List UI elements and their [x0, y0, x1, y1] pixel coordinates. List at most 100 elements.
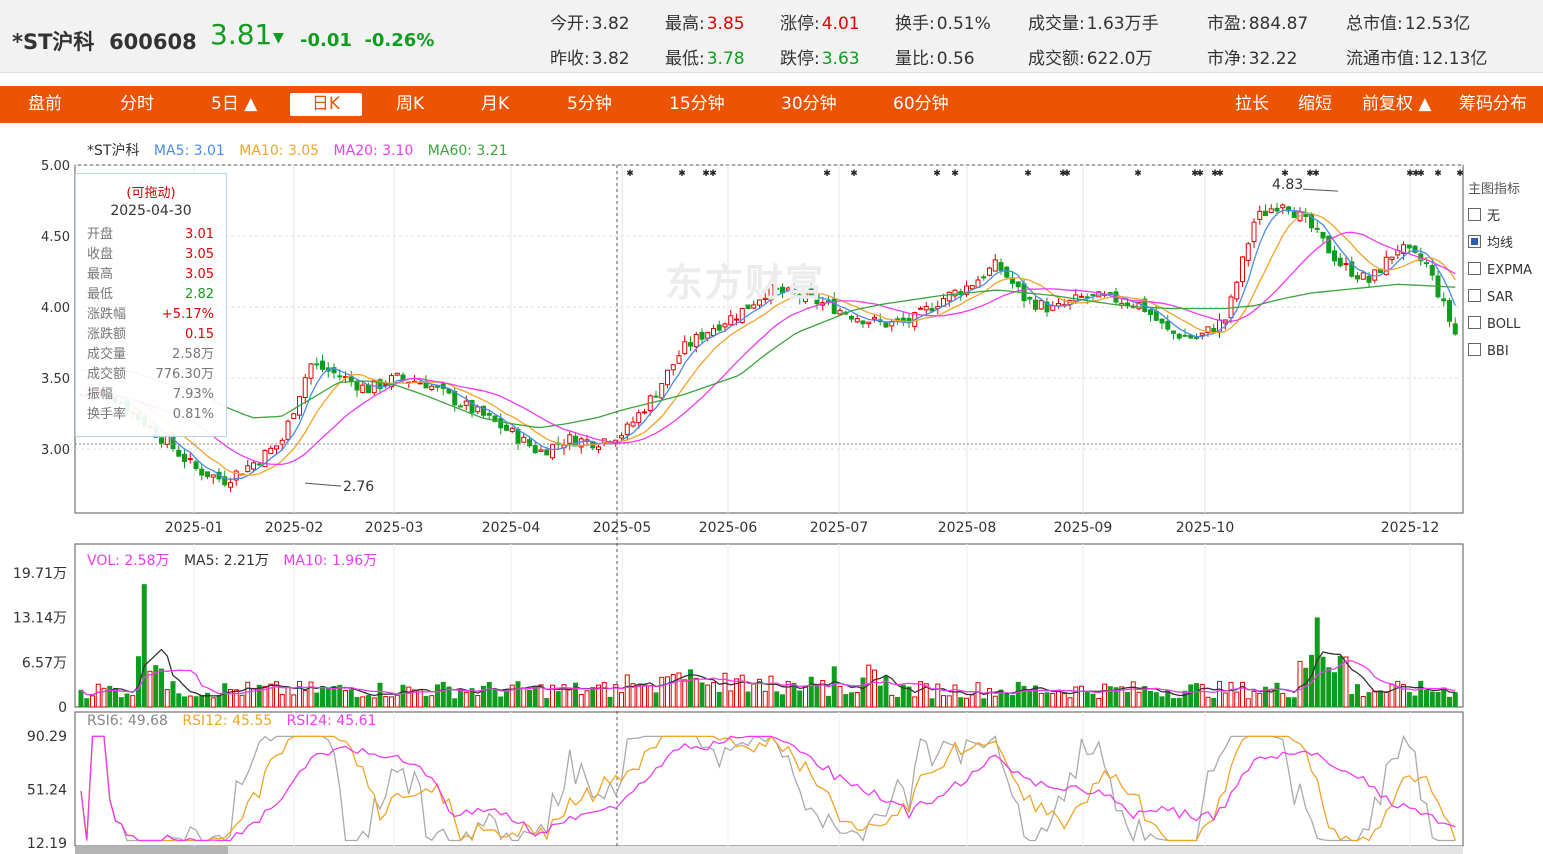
- tab-1[interactable]: 分时: [120, 94, 154, 114]
- tab-7[interactable]: 15分钟: [669, 94, 725, 114]
- volume-bar: [325, 688, 331, 708]
- tab-8[interactable]: 30分钟: [781, 94, 837, 114]
- date-tick-label: 2025-07: [810, 520, 869, 536]
- volume-tick-label: 0: [58, 700, 67, 716]
- volume-bar: [964, 697, 969, 708]
- tool-button-1[interactable]: 缩短: [1298, 94, 1332, 114]
- volume-bar: [124, 693, 130, 708]
- candle-body: [1090, 293, 1096, 296]
- quote-item: 市净: 32.22: [1207, 44, 1297, 69]
- volume-bar: [1389, 683, 1395, 708]
- indicator-option[interactable]: 无: [1468, 207, 1532, 234]
- volume-bar: [808, 676, 814, 708]
- tab-0[interactable]: 盘前: [28, 94, 62, 114]
- candle-body: [693, 334, 699, 348]
- volume-bar: [688, 669, 693, 708]
- volume-bar: [803, 685, 808, 708]
- candle-body: [705, 332, 711, 339]
- candle-body: [1424, 262, 1429, 265]
- annotation-label: 2.76: [343, 479, 374, 495]
- tab-9[interactable]: 60分钟: [893, 94, 949, 114]
- candle-body: [394, 372, 400, 376]
- checkbox-icon[interactable]: [1468, 289, 1481, 302]
- candle-body: [716, 324, 722, 331]
- volume-bar: [780, 694, 785, 708]
- tab-3[interactable]: 日K: [290, 93, 362, 116]
- quote-label: 涨停:: [780, 14, 820, 34]
- volume-bar: [1383, 691, 1389, 708]
- checkbox-icon[interactable]: [1468, 343, 1481, 356]
- volume-bar: [297, 680, 302, 708]
- candle-body: [1176, 333, 1182, 339]
- volume-bar: [400, 684, 406, 708]
- date-tick-label: 2025-05: [593, 520, 652, 536]
- indicator-option[interactable]: 均线: [1468, 234, 1532, 261]
- tool-button-3[interactable]: 筹码分布: [1459, 94, 1527, 114]
- tool-button-0[interactable]: 拉长: [1235, 94, 1269, 114]
- volume-bar: [291, 694, 297, 708]
- tooltip-value: 0.15: [185, 327, 214, 342]
- volume-bar: [113, 687, 118, 708]
- candle-tooltip[interactable]: (可拖动) 2025-04-30 开盘 3.01 收盘 3.05 最高 3.05 最低 2.8…: [75, 173, 227, 437]
- volume-bar: [699, 682, 705, 708]
- volume-bar: [193, 696, 199, 708]
- volume-bar: [1205, 696, 1211, 708]
- tab-2[interactable]: 5日 ▲: [211, 94, 258, 114]
- candle-body: [291, 413, 297, 420]
- volume-bar: [1228, 681, 1234, 708]
- legend-stock-name: *ST沪科: [87, 143, 140, 159]
- quote-item: 最高: 3.85: [665, 9, 745, 34]
- price-tick-label: 5.00: [41, 159, 70, 174]
- volume-bar: [998, 689, 1004, 708]
- price-tick-label: 4.50: [41, 230, 70, 245]
- volume-bar: [1251, 690, 1257, 708]
- checkbox-icon[interactable]: [1468, 208, 1481, 221]
- tooltip-row: 成交额 776.30万: [76, 365, 226, 385]
- quote-label: 量比:: [895, 49, 935, 69]
- candle-body: [302, 377, 308, 399]
- indicator-option[interactable]: BOLL: [1468, 315, 1532, 342]
- indicator-option[interactable]: EXPMA: [1468, 261, 1532, 288]
- volume-tick-label: 6.57万: [22, 655, 67, 671]
- volume-bar: [187, 695, 193, 708]
- quote-value: 0.51%: [936, 14, 991, 34]
- indicator-option[interactable]: SAR: [1468, 288, 1532, 315]
- checkbox-icon[interactable]: [1468, 235, 1481, 248]
- candle-body: [417, 382, 423, 385]
- tool-button-2[interactable]: 前复权 ▲: [1362, 94, 1432, 114]
- indicator-option[interactable]: BBI: [1468, 342, 1532, 369]
- rsi24-line: [80, 735, 1456, 842]
- volume-bar: [1452, 692, 1458, 708]
- tooltip-row: 涨跌幅 +5.17%: [76, 305, 226, 325]
- volume-bar: [820, 680, 826, 708]
- stock-chart[interactable]: 5.00 4.50 4.00 3.50 3.00 2025-01 2025-02 2025-0…: [0, 123, 1543, 854]
- quote-item: 流通市值: 12.13亿: [1346, 44, 1487, 69]
- tab-4[interactable]: 周K: [396, 94, 425, 114]
- event-marker-icon: ✱: [626, 169, 634, 179]
- scrollbar-thumb[interactable]: [75, 846, 228, 854]
- tab-6[interactable]: 5分钟: [567, 94, 612, 114]
- timeline-scrollbar[interactable]: [75, 846, 1463, 854]
- candle-body: [762, 297, 768, 301]
- candle-body: [1286, 206, 1291, 212]
- checkbox-icon[interactable]: [1468, 316, 1481, 329]
- candle-body: [498, 417, 504, 429]
- checkbox-icon[interactable]: [1468, 262, 1481, 275]
- volume-bar: [1050, 693, 1056, 708]
- rsi-tick-label: 51.24: [27, 783, 67, 799]
- candle-body: [728, 315, 734, 326]
- volume-bar: [1061, 693, 1067, 708]
- quote-item: 总市值: 12.53亿: [1346, 9, 1470, 34]
- volume-bar: [1153, 692, 1159, 708]
- volume-bar: [1412, 695, 1418, 708]
- volume-bar: [1079, 685, 1084, 708]
- volume-bar: [958, 697, 964, 708]
- candle-body: [745, 304, 751, 310]
- volume-bar: [285, 686, 291, 708]
- tab-5[interactable]: 月K: [481, 94, 510, 114]
- volume-bar: [946, 695, 952, 708]
- date-tick-label: 2025-03: [365, 520, 424, 536]
- legend-ma20: MA20: 3.10: [333, 143, 414, 159]
- volume-bar: [969, 694, 975, 708]
- volume-bar: [877, 685, 883, 708]
